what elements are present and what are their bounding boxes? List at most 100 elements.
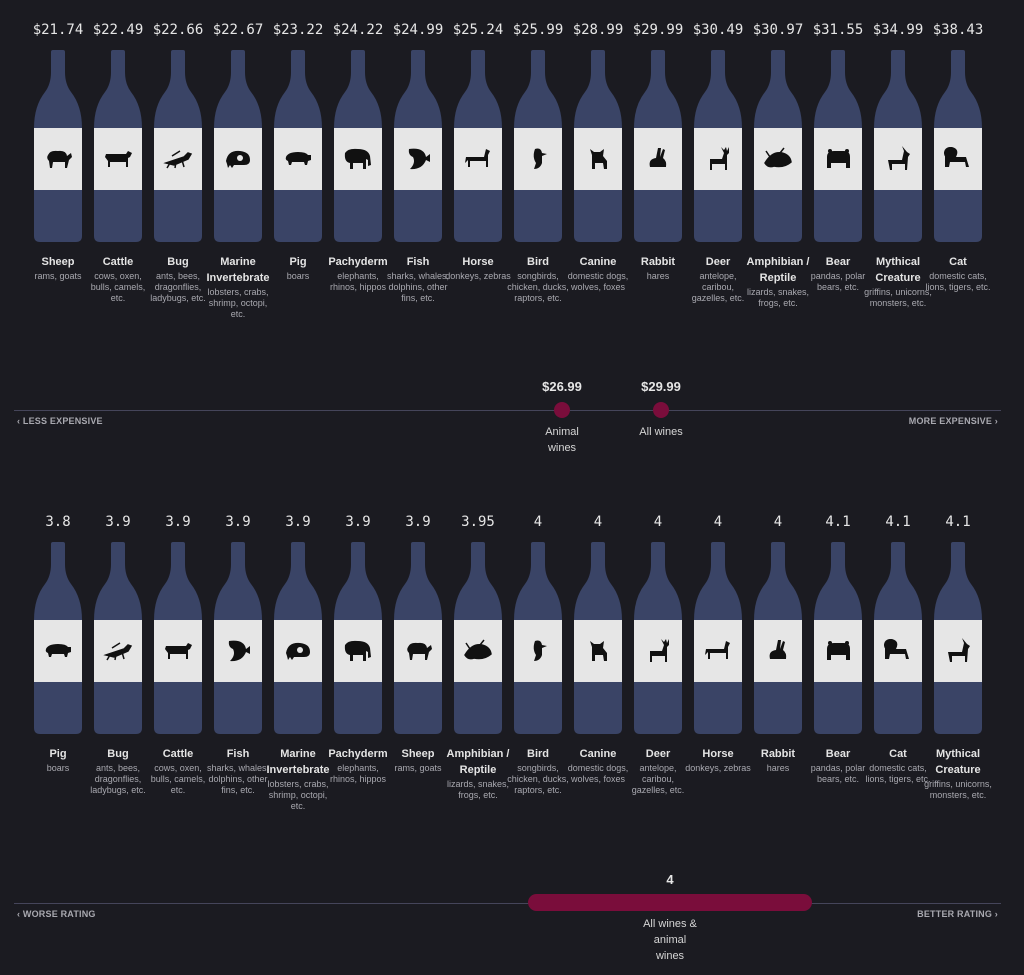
animal-wines-price-dot[interactable] [554,402,570,418]
all-wines-price-label: All wines [639,426,683,438]
bottle-bug[interactable] [94,542,142,734]
canine-icon [582,145,614,178]
value-label: 3.9 [405,514,431,530]
bottle-marine-invertebrate[interactable] [214,50,262,242]
bottle-amphibian-reptile[interactable] [454,542,502,734]
bottle-deer[interactable] [694,50,742,242]
category-description: donkeys, zebras [685,763,751,773]
rabbit-icon [762,637,794,670]
category-name: Amphibian / Reptile [746,256,810,284]
bottle-deer[interactable] [634,542,682,734]
bottle-cattle[interactable] [154,542,202,734]
value-label: $38.43 [932,22,984,38]
category-description: hares [646,271,670,281]
bottle-sheep[interactable] [34,50,82,242]
more-expensive-label: MORE EXPENSIVE › [908,416,998,426]
bottle-bear[interactable] [814,542,862,734]
value-label: $25.24 [452,22,504,38]
bottle-bird[interactable] [514,50,562,242]
pig-icon [42,637,74,670]
category-name: Marine Invertebrate [206,256,270,284]
bottle-horse[interactable] [454,50,502,242]
bear-icon [822,637,854,670]
bottle-mythical-creature[interactable] [934,542,982,734]
value-label: 3.9 [345,514,371,530]
worse-rating-label: ‹ WORSE RATING [17,909,96,919]
bottle-rabbit[interactable] [634,50,682,242]
value-label: 3.9 [105,514,131,530]
deer-icon [702,145,734,178]
bottle-mythical-creature[interactable] [874,50,922,242]
bottle-sheep[interactable] [394,542,442,734]
category-description: lobsters, crabs, shrimp, octopi, etc. [207,287,269,319]
rating-marker-label: All wines & animal wines [643,918,697,962]
bird-icon [522,637,554,670]
value-label: $29.99 [632,22,684,38]
category-description: cows, oxen, bulls, camels, etc. [90,271,146,303]
category-name: Deer [705,256,731,268]
category-name: Marine Invertebrate [266,748,330,776]
bottle-amphibian-reptile[interactable] [754,50,802,242]
category-name: Sheep [401,748,435,760]
category-name: Fish [226,748,250,760]
amphibian-reptile-icon [762,145,794,178]
category-description: songbirds, chicken, ducks, raptors, etc. [507,763,569,795]
bottle-pig[interactable] [274,50,322,242]
bottle-cattle[interactable] [94,50,142,242]
bear-icon [822,145,854,178]
value-label: 4 [773,514,783,530]
bottle-bug[interactable] [154,50,202,242]
bottle-bird[interactable] [514,542,562,734]
value-label: 4.1 [945,514,971,530]
category-description: antelope, caribou, gazelles, etc. [691,271,745,303]
bottle-pig[interactable] [34,542,82,734]
bug-icon [162,145,194,178]
value-label: $24.22 [332,22,384,38]
fish-icon [402,145,434,178]
bottle-pachyderm[interactable] [334,542,382,734]
bottle-fish[interactable] [394,50,442,242]
bottle-marine-invertebrate[interactable] [274,542,322,734]
category-description: domestic cats, lions, tigers, etc. [925,271,991,292]
category-name: Cat [889,748,907,760]
value-label: 3.9 [285,514,311,530]
value-label: 4.1 [885,514,911,530]
value-label: 3.9 [165,514,191,530]
rating-range-bar[interactable] [528,894,812,911]
category-description: boars [286,271,310,281]
category-name: Bear [825,748,851,760]
category-name: Bird [527,256,549,268]
bottle-pachyderm[interactable] [334,50,382,242]
bottle-rabbit[interactable] [754,542,802,734]
category-description: boars [46,763,70,773]
less-expensive-label: ‹ LESS EXPENSIVE [17,416,103,426]
sheep-icon [402,637,434,670]
category-name: Bug [167,256,189,268]
bottle-horse[interactable] [694,542,742,734]
category-name: Pig [289,256,307,268]
marine-invertebrate-icon [282,637,314,670]
animal-wines-price-value: $26.99 [542,379,582,394]
all-wines-price-dot[interactable] [653,402,669,418]
category-name: Fish [406,256,430,268]
category-description: donkeys, zebras [445,271,511,281]
rabbit-icon [642,145,674,178]
value-label: $23.22 [272,22,324,38]
marine-invertebrate-icon [222,145,254,178]
category-description: pandas, polar bears, etc. [810,763,866,784]
category-description: griffins, unicorns, monsters, etc. [924,779,992,800]
bottle-cat[interactable] [874,542,922,734]
category-description: rams, goats [394,763,442,773]
value-label: $24.99 [392,22,444,38]
bottle-cat[interactable] [934,50,982,242]
category-description: sharks, whales, dolphins, other fins, et… [386,271,450,303]
category-description: domestic dogs, wolves, foxes [567,763,629,784]
category-name: Canine [579,748,617,760]
value-label: $31.55 [812,22,864,38]
bottle-bear[interactable] [814,50,862,242]
bottle-canine[interactable] [574,542,622,734]
value-label: $30.97 [752,22,804,38]
bottle-fish[interactable] [214,542,262,734]
category-name: Pachyderm [328,256,388,268]
bottle-canine[interactable] [574,50,622,242]
